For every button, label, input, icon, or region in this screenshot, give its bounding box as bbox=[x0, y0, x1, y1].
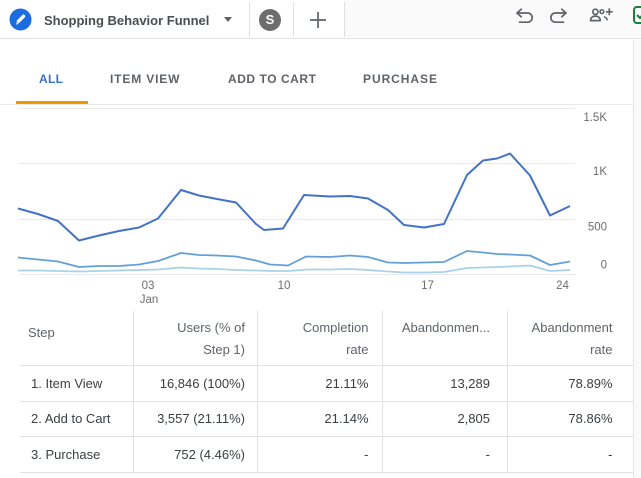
svg-text:1.5K: 1.5K bbox=[583, 112, 607, 124]
svg-text:03: 03 bbox=[142, 280, 155, 292]
svg-text:0: 0 bbox=[601, 260, 607, 272]
svg-text:10: 10 bbox=[278, 280, 291, 292]
svg-text:24: 24 bbox=[556, 280, 569, 292]
svg-text:17: 17 bbox=[421, 280, 434, 292]
svg-text:Jan: Jan bbox=[140, 294, 159, 306]
svg-text:1K: 1K bbox=[593, 166, 607, 178]
svg-text:500: 500 bbox=[588, 222, 607, 234]
